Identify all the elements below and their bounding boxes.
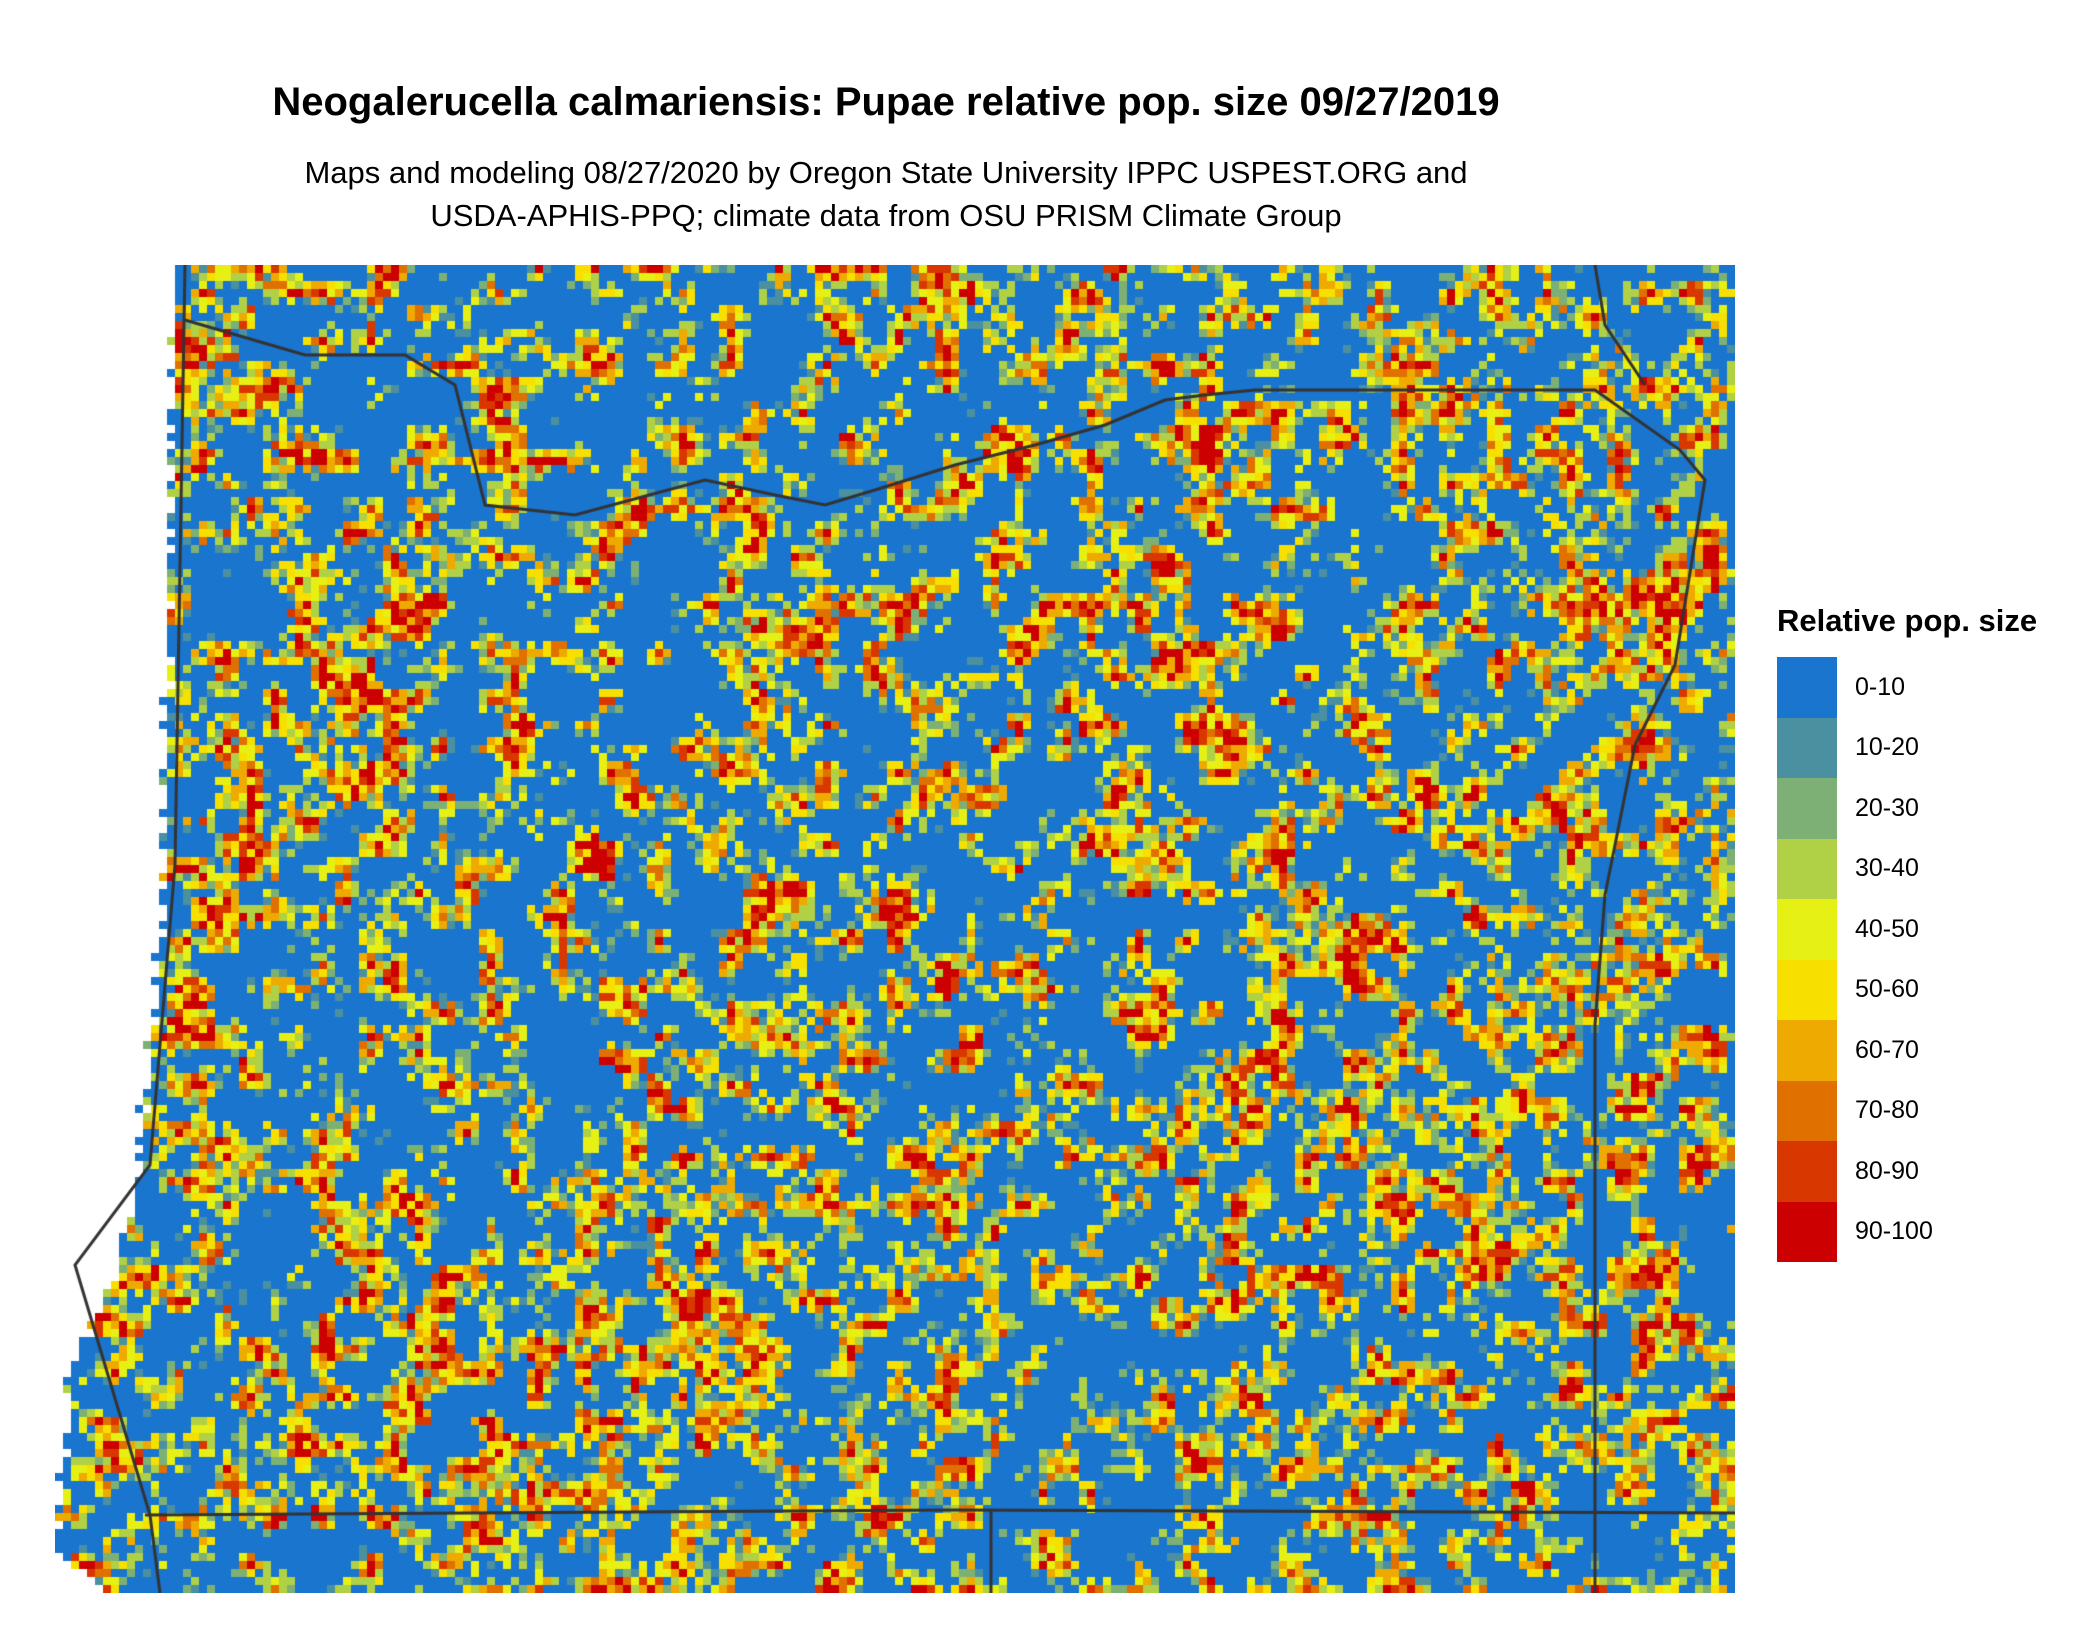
legend-label: 70-80 xyxy=(1855,1096,1919,1125)
legend-swatch xyxy=(1777,959,1837,1020)
legend-label: 10-20 xyxy=(1855,733,1919,762)
legend-item: 70-80 xyxy=(1777,1080,2037,1141)
legend-swatch xyxy=(1777,899,1837,960)
population-raster-map xyxy=(55,265,1735,1593)
map-title: Neogalerucella calmariensis: Pupae relat… xyxy=(272,80,1500,124)
map-subtitle-line-1: Maps and modeling 08/27/2020 by Oregon S… xyxy=(304,155,1468,190)
legend-swatch xyxy=(1777,1020,1837,1081)
legend-label: 80-90 xyxy=(1855,1156,1919,1185)
legend-swatch xyxy=(1777,1201,1837,1262)
legend-item: 20-30 xyxy=(1777,778,2037,839)
legend-label: 50-60 xyxy=(1855,975,1919,1004)
legend-item: 80-90 xyxy=(1777,1141,2037,1202)
legend-item: 40-50 xyxy=(1777,899,2037,960)
map-subtitle-line-2: USDA-APHIS-PPQ; climate data from OSU PR… xyxy=(430,198,1342,233)
legend-item: 30-40 xyxy=(1777,838,2037,899)
legend-label: 0-10 xyxy=(1855,672,1906,701)
legend-swatch xyxy=(1777,717,1837,778)
legend-label: 90-100 xyxy=(1855,1217,1933,1246)
legend-swatch xyxy=(1777,1141,1837,1202)
legend-label: 40-50 xyxy=(1855,914,1919,943)
legend-item: 50-60 xyxy=(1777,959,2037,1020)
legend-item: 90-100 xyxy=(1777,1201,2037,1262)
legend-item: 10-20 xyxy=(1777,717,2037,778)
legend-label: 30-40 xyxy=(1855,854,1919,883)
legend-swatch xyxy=(1777,838,1837,899)
legend-label: 60-70 xyxy=(1855,1035,1919,1064)
legend-label: 20-30 xyxy=(1855,793,1919,822)
legend: Relative pop. size 0-10 10-20 20-30 30-40 40… xyxy=(1777,603,2037,1262)
legend-swatch xyxy=(1777,657,1837,718)
legend-item: 0-10 xyxy=(1777,657,2037,718)
legend-swatch xyxy=(1777,778,1837,839)
legend-title: Relative pop. size xyxy=(1777,603,2038,638)
legend-swatch xyxy=(1777,1080,1837,1141)
legend-item: 60-70 xyxy=(1777,1020,2037,1081)
